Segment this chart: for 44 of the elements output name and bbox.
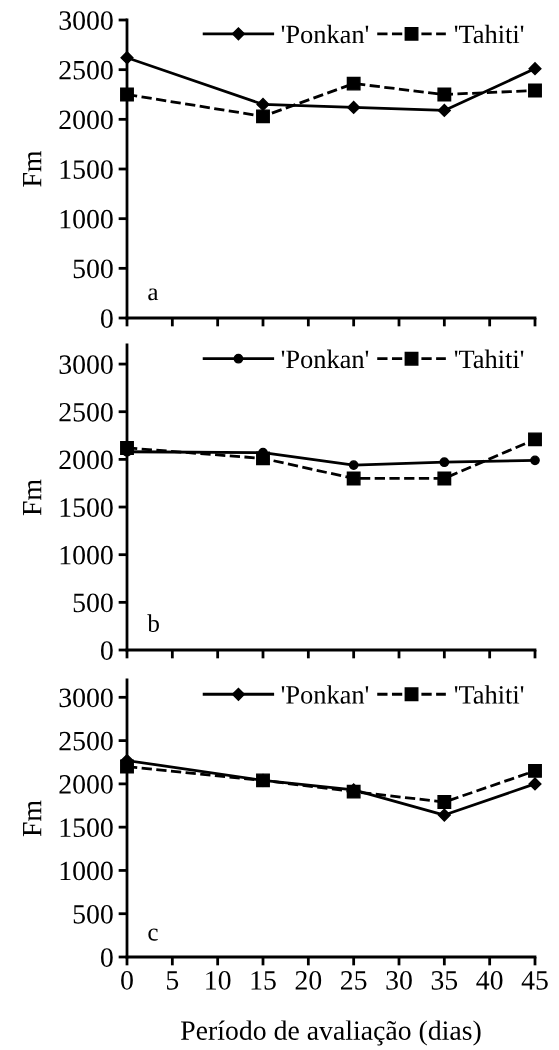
y-axis-title: Fm: [23, 479, 42, 516]
annotation: c: [148, 928, 158, 941]
legend-label: 'Ponkan': [281, 349, 369, 369]
y-tick-label: 2500: [59, 402, 113, 422]
x-tick-label: 30: [386, 971, 412, 990]
x-tick-label: 15: [251, 971, 276, 990]
x-tick-label: 5: [167, 971, 179, 990]
y-tick-label: 2000: [59, 775, 113, 794]
legend-label: 'Ponkan': [281, 24, 369, 44]
x-tick-label: 25: [341, 971, 367, 990]
y-tick-label: 500: [73, 259, 113, 279]
x-axis-title: Período de avaliação (dias): [181, 1020, 481, 1046]
x-tick-label: 40: [476, 971, 503, 990]
y-axis-title: Fm: [23, 800, 42, 837]
legend-label: 'Ponkan': [281, 685, 369, 704]
x-tick-label: 0: [121, 971, 133, 990]
y-tick-label: 2000: [59, 450, 113, 470]
y-tick-label: 1500: [60, 818, 113, 838]
y-tick-label: 1500: [60, 160, 113, 179]
y-tick-label: 1000: [60, 209, 113, 229]
annotation: a: [148, 288, 159, 301]
legend-label: 'Tahiti': [454, 24, 524, 44]
y-tick-label: 3000: [59, 355, 113, 374]
y-tick-label: 1000: [60, 545, 113, 565]
y-tick-label: 1000: [60, 861, 113, 881]
y-tick-label: 0: [100, 948, 113, 967]
y-tick-label: 3000: [59, 11, 113, 30]
y-axis-title: Fm: [23, 150, 42, 187]
y-tick-label: 2500: [59, 60, 113, 80]
y-tick-label: 0: [100, 309, 113, 328]
legend-label: 'Tahiti': [454, 349, 524, 369]
y-tick-label: 2500: [59, 731, 113, 751]
y-tick-label: 1500: [60, 498, 113, 517]
y-tick-label: 3000: [59, 688, 113, 708]
y-tick-label: 2000: [59, 110, 113, 130]
annotation: b: [147, 614, 159, 632]
legend-label: 'Tahiti': [454, 685, 524, 704]
x-tick-label: 10: [206, 971, 231, 990]
y-tick-label: 500: [73, 904, 113, 924]
x-tick-label: 35: [431, 971, 458, 990]
x-tick-label: 20: [295, 971, 322, 990]
y-tick-label: 500: [73, 593, 113, 613]
y-tick-label: 0: [100, 641, 113, 660]
x-tick-label: 45: [521, 971, 548, 990]
